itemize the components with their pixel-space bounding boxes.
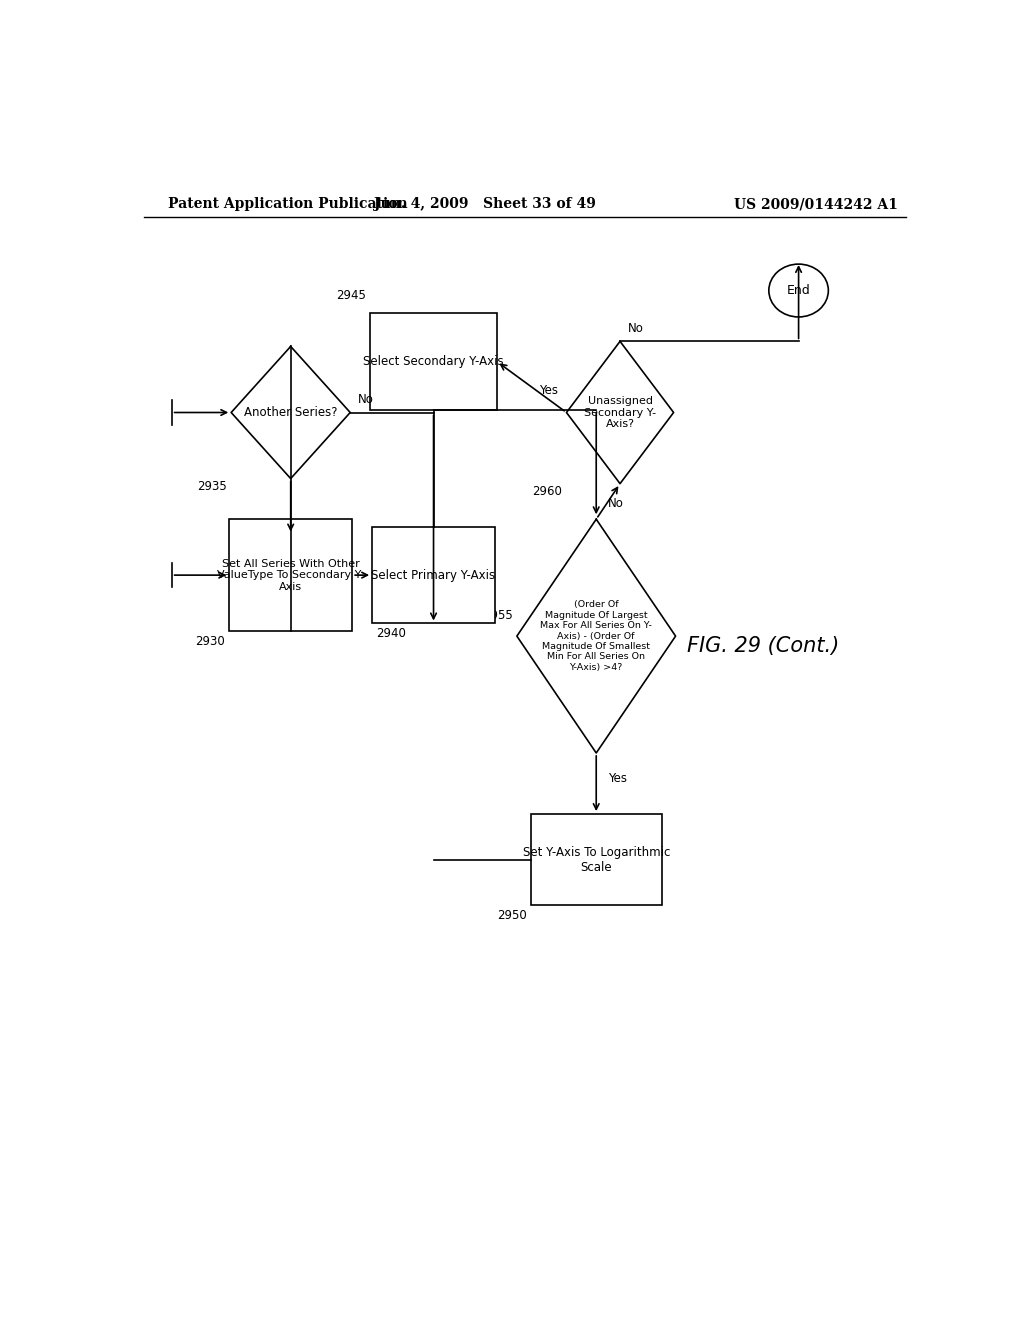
- Text: No: No: [628, 322, 644, 335]
- Text: No: No: [608, 498, 624, 511]
- Text: 2955: 2955: [483, 610, 513, 622]
- Text: End: End: [786, 284, 810, 297]
- Text: (Order Of
Magnitude Of Largest
Max For All Series On Y-
Axis) - (Order Of
Magnit: (Order Of Magnitude Of Largest Max For A…: [541, 601, 652, 672]
- Text: Select Primary Y-Axis: Select Primary Y-Axis: [372, 569, 496, 582]
- Polygon shape: [566, 342, 674, 483]
- Text: Unassigned
Secondary Y-
Axis?: Unassigned Secondary Y- Axis?: [584, 396, 656, 429]
- Text: Another Series?: Another Series?: [244, 407, 338, 418]
- Text: Set All Series With Other
ValueType To Secondary Y-
Axis: Set All Series With Other ValueType To S…: [217, 558, 365, 591]
- Text: Set Y-Axis To Logarithmic
Scale: Set Y-Axis To Logarithmic Scale: [522, 846, 670, 874]
- Polygon shape: [517, 519, 676, 752]
- Text: Jun. 4, 2009   Sheet 33 of 49: Jun. 4, 2009 Sheet 33 of 49: [374, 197, 596, 211]
- Text: Select Secondary Y-Axis: Select Secondary Y-Axis: [364, 355, 504, 368]
- Text: FIG. 29 (Cont.): FIG. 29 (Cont.): [687, 636, 839, 656]
- FancyBboxPatch shape: [229, 519, 352, 631]
- Ellipse shape: [769, 264, 828, 317]
- Text: 2945: 2945: [336, 289, 367, 301]
- Text: Patent Application Publication: Patent Application Publication: [168, 197, 408, 211]
- Text: 2940: 2940: [376, 627, 406, 640]
- Text: US 2009/0144242 A1: US 2009/0144242 A1: [734, 197, 898, 211]
- Polygon shape: [231, 346, 350, 479]
- Text: No: No: [358, 393, 374, 405]
- Text: 2950: 2950: [497, 909, 526, 923]
- Text: Yes: Yes: [608, 772, 627, 785]
- FancyBboxPatch shape: [372, 527, 495, 623]
- Text: 2935: 2935: [198, 480, 227, 494]
- Text: 2930: 2930: [196, 635, 225, 648]
- Text: 2960: 2960: [532, 486, 562, 498]
- FancyBboxPatch shape: [530, 814, 662, 906]
- Text: Yes: Yes: [540, 384, 558, 396]
- FancyBboxPatch shape: [370, 313, 497, 411]
